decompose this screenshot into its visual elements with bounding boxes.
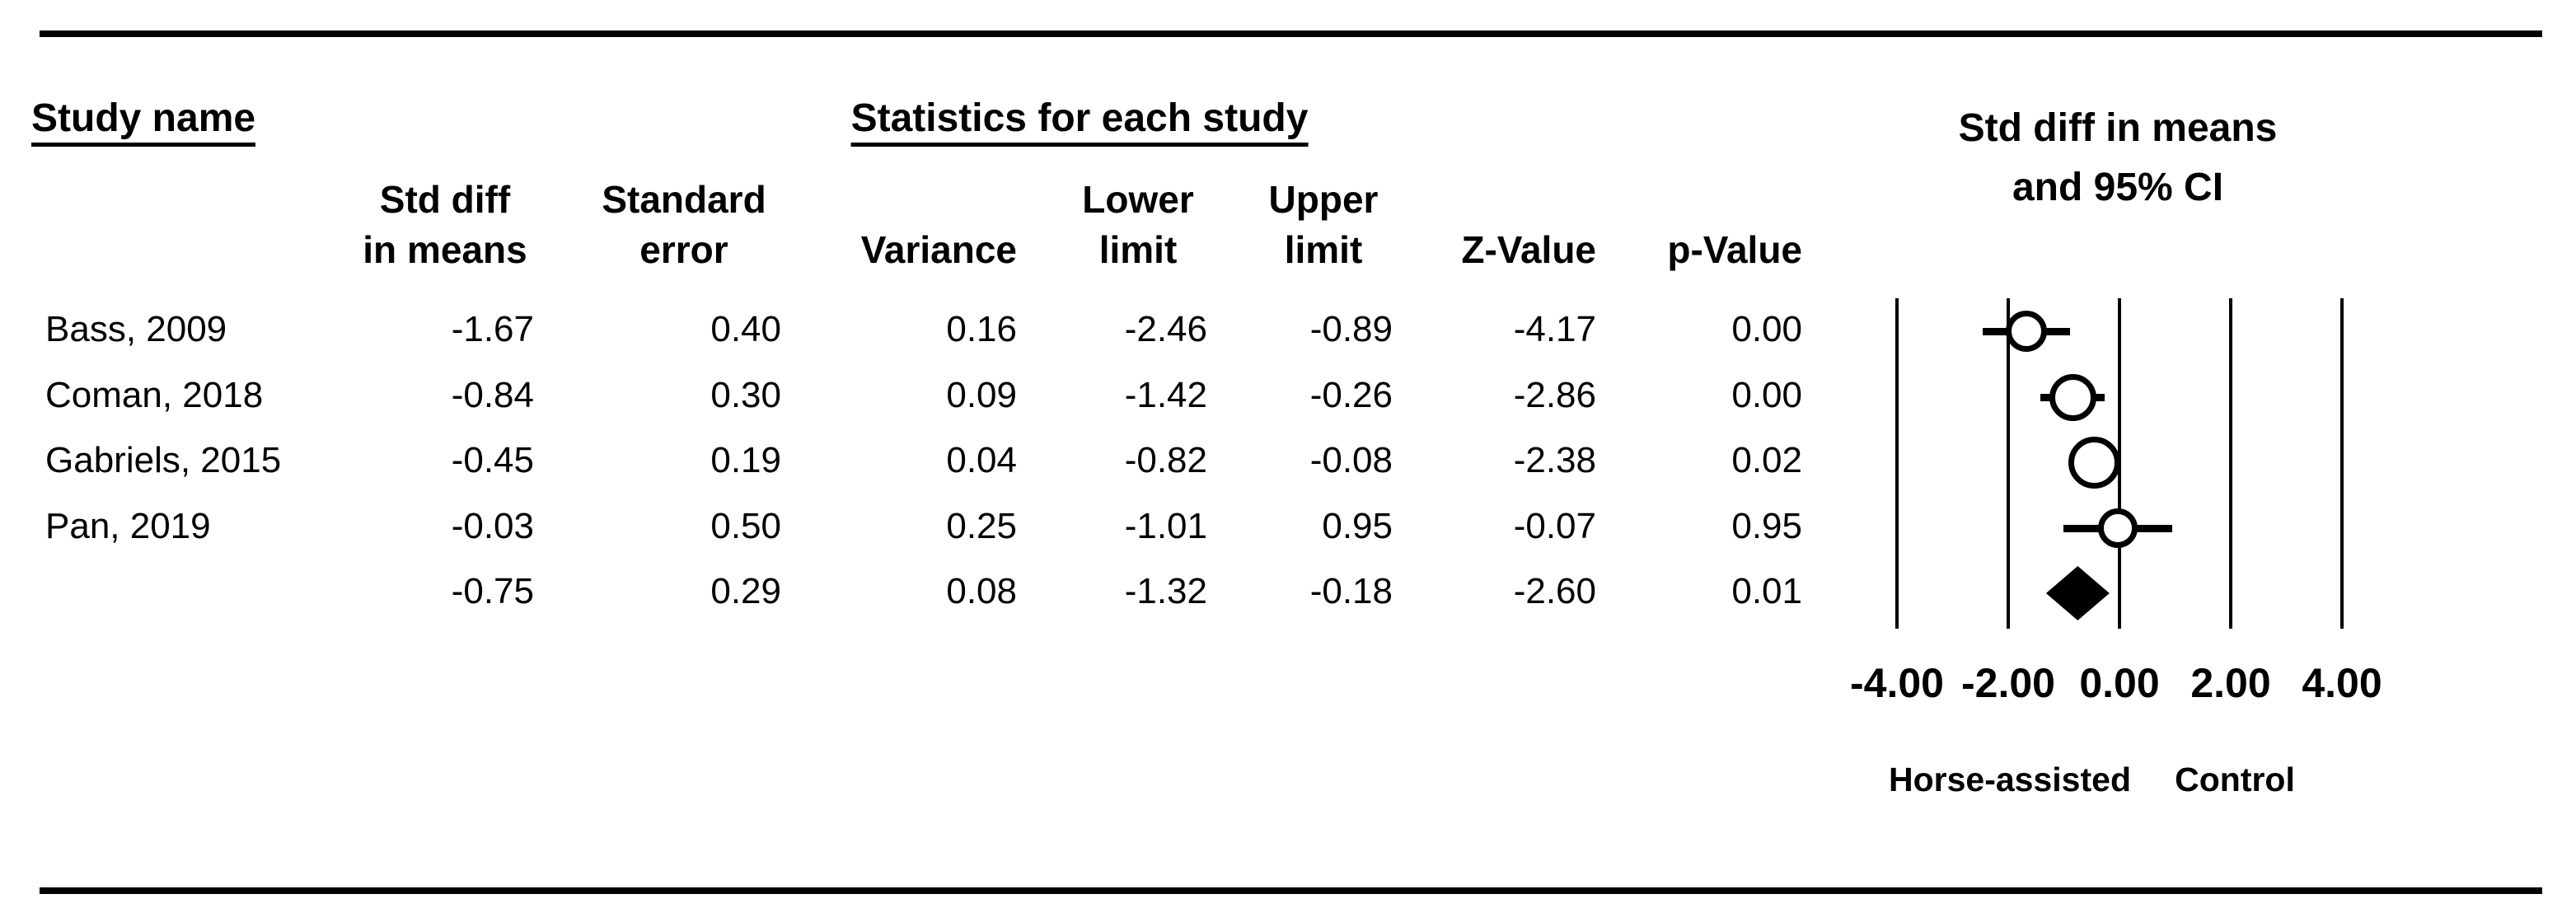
column-header-lower-limit: Lower limit bbox=[1082, 178, 1194, 271]
summary-row: -0.75 0.29 0.08 -1.32 -0.18 -2.60 0.01 bbox=[0, 573, 1895, 610]
bottom-rule bbox=[40, 887, 2542, 894]
plot-title-line1: Std diff in means bbox=[1958, 106, 2278, 150]
axis-gridline bbox=[1895, 298, 1899, 629]
study-point-marker bbox=[2006, 311, 2048, 352]
axis-tick-label: 0.00 bbox=[2079, 660, 2160, 706]
top-rule bbox=[40, 30, 2542, 37]
axis-gridline bbox=[2007, 298, 2010, 629]
upper-limit-value: -0.18 bbox=[1309, 571, 1393, 611]
column-header-std-diff: Std diff in means bbox=[363, 178, 527, 271]
p-value: 0.02 bbox=[1731, 440, 1802, 480]
lower-limit-value: -0.82 bbox=[1124, 440, 1207, 480]
std-err-value: 0.40 bbox=[710, 309, 781, 349]
std-diff-value: -0.03 bbox=[451, 506, 534, 546]
p-value: 0.95 bbox=[1731, 506, 1802, 546]
z-value: -0.07 bbox=[1513, 506, 1596, 546]
p-value: 0.01 bbox=[1731, 571, 1802, 611]
lower-limit-value: -2.46 bbox=[1124, 309, 1207, 349]
z-value: -4.17 bbox=[1513, 309, 1596, 349]
study-name: Gabriels, 2015 bbox=[45, 440, 282, 480]
std-diff-value: -0.84 bbox=[451, 375, 534, 415]
std-diff-value: -1.67 bbox=[451, 309, 534, 349]
axis-tick-label: 4.00 bbox=[2302, 660, 2382, 706]
upper-limit-value: -0.26 bbox=[1309, 375, 1393, 415]
axis-tick-label: -4.00 bbox=[1850, 660, 1944, 706]
plot-title-line2: and 95% CI bbox=[2012, 166, 2224, 209]
column-header-z-value: Z-Value bbox=[1461, 228, 1596, 271]
variance-value: 0.16 bbox=[946, 309, 1017, 349]
std-diff-value: -0.75 bbox=[451, 571, 534, 611]
std-err-value: 0.29 bbox=[710, 571, 781, 611]
favours-left-label: Horse-assisted bbox=[1889, 761, 2131, 798]
study-name: Coman, 2018 bbox=[45, 375, 264, 415]
study-name: Bass, 2009 bbox=[45, 309, 227, 349]
p-value: 0.00 bbox=[1731, 309, 1802, 349]
std-diff-value: -0.45 bbox=[451, 440, 534, 480]
axis-gridline bbox=[2229, 298, 2232, 629]
std-err-value: 0.50 bbox=[710, 506, 781, 546]
z-value: -2.38 bbox=[1513, 440, 1596, 480]
study-name: Pan, 2019 bbox=[45, 506, 211, 546]
upper-limit-value: 0.95 bbox=[1322, 506, 1393, 546]
favours-right-label: Control bbox=[2175, 761, 2295, 798]
table-row: Bass, 2009 -1.67 0.40 0.16 -2.46 -0.89 -… bbox=[0, 311, 1895, 348]
std-err-value: 0.30 bbox=[710, 375, 781, 415]
study-point-marker bbox=[2068, 436, 2121, 489]
upper-limit-value: -0.89 bbox=[1309, 309, 1393, 349]
p-value: 0.00 bbox=[1731, 375, 1802, 415]
axis-tick-label: -2.00 bbox=[1961, 660, 2055, 706]
upper-limit-value: -0.08 bbox=[1309, 440, 1393, 480]
study-name-column-title: Study name bbox=[31, 99, 256, 147]
column-header-upper-limit: Upper limit bbox=[1268, 178, 1379, 271]
axis-tick-label: 2.00 bbox=[2190, 660, 2271, 706]
lower-limit-value: -1.01 bbox=[1124, 506, 1207, 546]
study-point-marker bbox=[2049, 373, 2096, 421]
plot-title: Std diff in means and 95% CI bbox=[1959, 99, 2278, 218]
summary-diamond bbox=[2045, 566, 2110, 620]
variance-value: 0.09 bbox=[946, 375, 1017, 415]
table-row: Gabriels, 2015 -0.45 0.19 0.04 -0.82 -0.… bbox=[0, 442, 1895, 479]
statistics-section-title: Statistics for each study bbox=[850, 99, 1309, 147]
std-err-value: 0.19 bbox=[710, 440, 781, 480]
z-value: -2.86 bbox=[1513, 375, 1596, 415]
column-header-standard-error: Standard error bbox=[602, 178, 766, 271]
axis-gridline bbox=[2340, 298, 2344, 629]
lower-limit-value: -1.42 bbox=[1124, 375, 1207, 415]
column-header-p-value: p-Value bbox=[1667, 228, 1802, 271]
lower-limit-value: -1.32 bbox=[1124, 571, 1207, 611]
variance-value: 0.04 bbox=[946, 440, 1017, 480]
column-header-variance: Variance bbox=[860, 228, 1017, 271]
table-row: Pan, 2019 -0.03 0.50 0.25 -1.01 0.95 -0.… bbox=[0, 508, 1895, 545]
table-row: Coman, 2018 -0.84 0.30 0.09 -1.42 -0.26 … bbox=[0, 377, 1895, 414]
variance-value: 0.08 bbox=[946, 571, 1017, 611]
study-point-marker bbox=[2097, 508, 2138, 548]
variance-value: 0.25 bbox=[946, 506, 1017, 546]
z-value: -2.60 bbox=[1513, 571, 1596, 611]
